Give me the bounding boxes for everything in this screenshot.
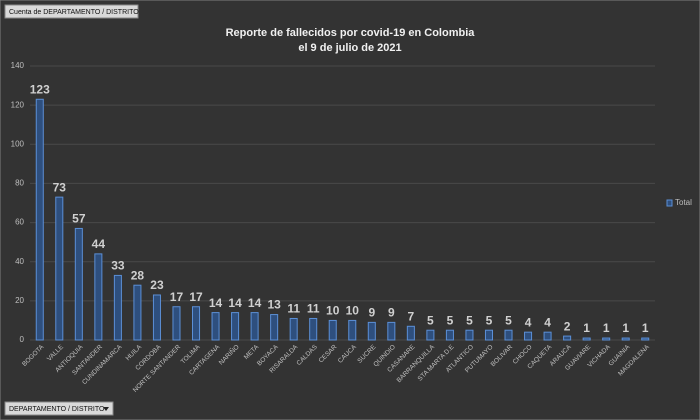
y-tick-label: 0 xyxy=(20,335,25,344)
bar xyxy=(367,321,376,341)
y-tick-label: 140 xyxy=(11,61,25,70)
data-label: 14 xyxy=(248,296,262,310)
data-label: 2 xyxy=(564,319,571,333)
data-label: 7 xyxy=(408,309,415,323)
bar xyxy=(621,337,630,341)
data-label: 5 xyxy=(486,313,493,327)
bar xyxy=(74,227,83,341)
bar xyxy=(250,312,259,341)
data-label: 28 xyxy=(131,268,145,282)
data-label: 14 xyxy=(209,296,223,310)
bar xyxy=(231,312,240,341)
dropdown-arrow[interactable] xyxy=(103,407,109,411)
field-button[interactable] xyxy=(4,4,139,19)
data-label: 11 xyxy=(287,302,300,316)
bar xyxy=(289,317,298,341)
bar xyxy=(406,325,415,341)
bar xyxy=(465,329,474,341)
data-label: 57 xyxy=(72,212,86,226)
data-label: 9 xyxy=(368,306,375,320)
data-label: 73 xyxy=(53,180,67,194)
data-label: 13 xyxy=(267,298,281,312)
bar xyxy=(445,329,454,341)
data-label: 123 xyxy=(30,82,50,96)
data-label: 5 xyxy=(466,313,473,327)
bar xyxy=(35,98,44,341)
data-label: 4 xyxy=(525,315,532,329)
bar xyxy=(348,319,357,341)
y-tick-label: 60 xyxy=(15,218,24,227)
data-label: 1 xyxy=(583,321,590,335)
bar xyxy=(309,317,318,341)
bar xyxy=(152,294,161,341)
chart-title: Reporte de fallecidos por covid-19 en Co… xyxy=(226,27,476,39)
bar xyxy=(211,312,220,341)
bar xyxy=(172,306,181,341)
y-tick-label: 120 xyxy=(11,100,25,109)
data-label: 1 xyxy=(603,321,610,335)
data-label: 5 xyxy=(447,313,454,327)
bar xyxy=(426,329,435,341)
y-tick-label: 100 xyxy=(11,139,25,148)
axis-field-button-label[interactable]: DEPARTAMENTO / DISTRITO xyxy=(9,406,105,413)
bar xyxy=(563,335,572,341)
data-label: 5 xyxy=(427,313,434,327)
data-label: 4 xyxy=(544,315,551,329)
legend-label: Total xyxy=(675,198,692,207)
bar xyxy=(133,284,142,341)
y-tick-label: 40 xyxy=(15,257,24,266)
bar xyxy=(94,253,103,341)
y-tick-label: 80 xyxy=(15,179,24,188)
bar xyxy=(602,337,611,341)
bar xyxy=(387,321,396,341)
bar xyxy=(484,329,493,341)
data-label: 17 xyxy=(189,290,203,304)
axis-field-button[interactable] xyxy=(4,401,114,416)
data-label: 10 xyxy=(326,304,340,318)
bar xyxy=(192,306,201,341)
bar xyxy=(641,337,650,341)
data-label: 9 xyxy=(388,306,395,320)
field-button-label[interactable]: Cuenta de DEPARTAMENTO / DISTRITO xyxy=(9,9,139,16)
bar xyxy=(113,274,122,341)
bar xyxy=(328,319,337,341)
y-tick-label: 20 xyxy=(15,296,24,305)
data-label: 17 xyxy=(170,290,184,304)
data-label: 33 xyxy=(111,259,125,273)
data-label: 1 xyxy=(642,321,649,335)
data-label: 44 xyxy=(92,237,106,251)
bar xyxy=(270,314,279,341)
data-label: 11 xyxy=(307,302,320,316)
chart-subtitle: el 9 de julio de 2021 xyxy=(298,42,401,54)
data-label: 10 xyxy=(346,304,360,318)
legend-swatch xyxy=(666,199,673,207)
data-label: 5 xyxy=(505,313,512,327)
bar xyxy=(504,329,513,341)
data-label: 23 xyxy=(150,278,164,292)
bar xyxy=(524,331,533,341)
data-label: 14 xyxy=(228,296,242,310)
bar xyxy=(582,337,591,341)
data-label: 1 xyxy=(622,321,629,335)
bar xyxy=(543,331,552,341)
bar xyxy=(55,196,64,341)
